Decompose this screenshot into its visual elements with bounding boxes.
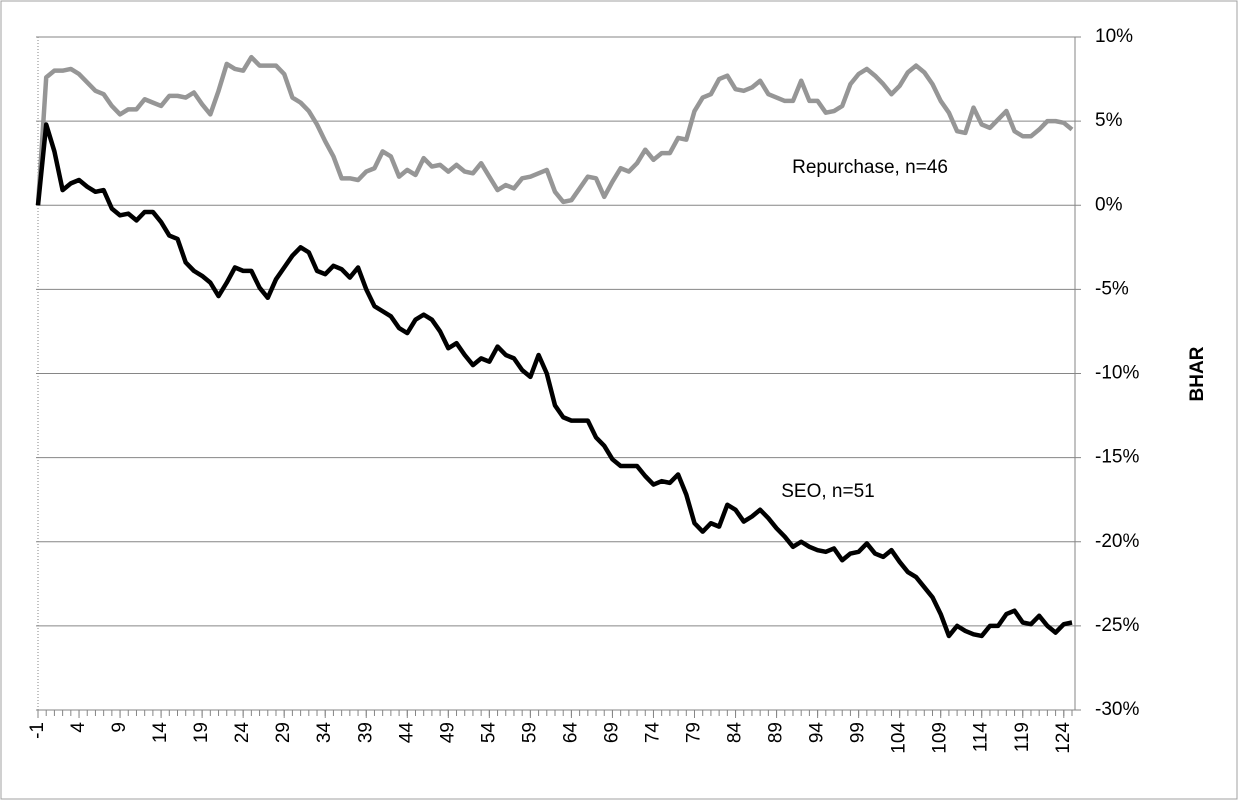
- y-axis-title: BHAR: [1187, 346, 1208, 401]
- x-tick-label: 94: [807, 722, 828, 744]
- x-tick-label: 59: [519, 722, 540, 743]
- x-tick-label: 104: [889, 722, 910, 754]
- y-tick-label: -30%: [1095, 699, 1139, 720]
- y-tick-label: -10%: [1095, 363, 1139, 384]
- x-tick-label: 34: [314, 722, 335, 744]
- y-tick-label: -20%: [1095, 531, 1139, 552]
- x-tick-label: 49: [437, 722, 458, 743]
- x-tick-label: 119: [1012, 722, 1033, 752]
- y-tick-label: 5%: [1095, 110, 1123, 131]
- x-tick-label: 64: [560, 722, 581, 744]
- x-tick-label: 54: [478, 722, 499, 744]
- x-tick-label: 4: [68, 722, 89, 733]
- y-tick-label: 0%: [1095, 194, 1123, 215]
- y-tick-label: -25%: [1095, 615, 1139, 636]
- series-line: [35, 54, 1074, 206]
- x-tick-label: 89: [766, 722, 787, 743]
- x-tick-label: 79: [684, 722, 705, 743]
- series-annotation: Repurchase, n=46: [792, 157, 948, 178]
- x-tick-label: 124: [1053, 722, 1074, 754]
- x-tick-label: 109: [930, 722, 951, 754]
- x-tick-label: 99: [848, 722, 869, 743]
- x-tick-label: 114: [971, 722, 992, 753]
- x-tick-label: 9: [109, 722, 130, 733]
- y-tick-label: -15%: [1095, 447, 1139, 468]
- x-tick-label: 19: [191, 722, 212, 743]
- series-line: [35, 122, 1073, 639]
- x-tick-label: 29: [273, 722, 294, 743]
- x-tick-label: 24: [232, 722, 253, 744]
- x-tick-label: 69: [601, 722, 622, 743]
- series-annotation: SEO, n=51: [781, 481, 874, 502]
- x-tick-label: 44: [396, 722, 417, 744]
- x-tick-label: -1: [27, 722, 48, 739]
- y-tick-label: 10%: [1095, 26, 1133, 47]
- y-tick-label: -5%: [1095, 278, 1129, 299]
- x-tick-label: 39: [355, 722, 376, 743]
- x-tick-label: 74: [642, 722, 663, 744]
- x-tick-label: 14: [150, 722, 171, 744]
- x-tick-label: 84: [725, 722, 746, 744]
